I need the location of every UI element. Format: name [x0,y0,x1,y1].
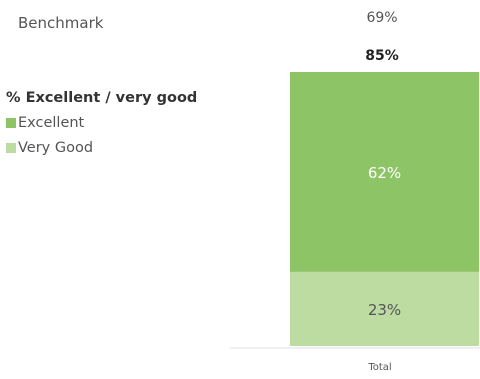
legend-item-excellent: Excellent [6,115,84,131]
bar-segment-very-good [290,271,479,346]
legend-label-excellent: Excellent [18,115,85,131]
data-label-excellent: 62% [368,164,401,182]
x-axis-category-label: Total [368,362,392,373]
legend-swatch-very-good [6,143,16,153]
legend-title: % Excellent / very good [6,90,198,106]
benchmark-label: Benchmark [18,14,104,32]
benchmark-value: 69% [366,10,398,26]
legend-label-very-good: Very Good [18,140,94,156]
data-label-very-good: 23% [368,301,401,319]
legend-swatch-excellent [6,118,16,128]
legend-item-very-good: Very Good [6,140,93,156]
bar-segment-excellent [290,72,479,272]
total-value-label: 85% [365,48,399,64]
